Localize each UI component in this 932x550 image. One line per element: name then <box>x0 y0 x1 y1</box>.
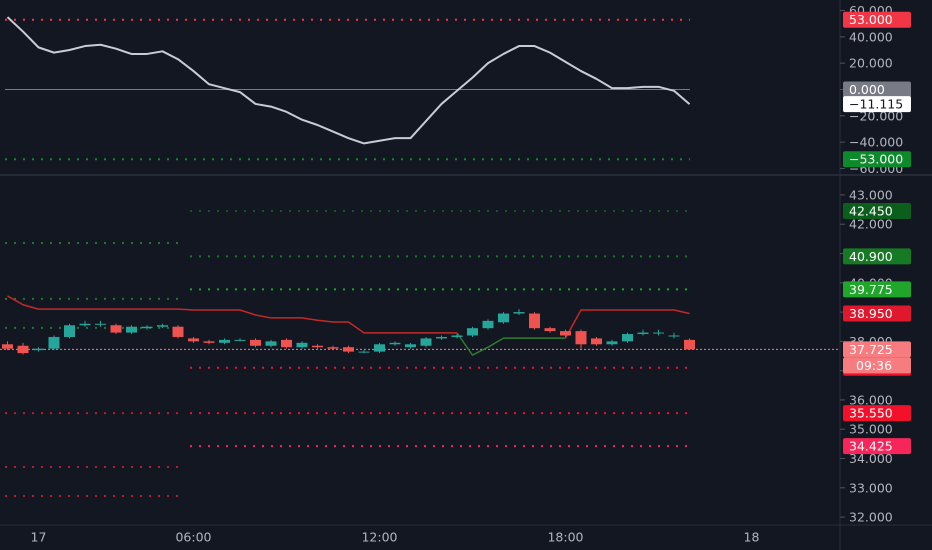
candle-body <box>405 344 416 348</box>
candle-body <box>157 325 168 327</box>
level-label: 53.000 <box>849 12 893 27</box>
candle-body <box>482 320 494 329</box>
x-tick-label: 18:00 <box>547 530 583 545</box>
y-tick-label: −40.000 <box>849 135 903 150</box>
candle-body <box>374 344 385 352</box>
y-tick-label: 35.000 <box>849 422 893 437</box>
candle-body <box>219 339 230 343</box>
y-tick-label: 20.000 <box>849 56 893 71</box>
level-label-box <box>843 248 911 265</box>
level-label-box <box>843 81 911 98</box>
candle-body <box>436 336 447 339</box>
level-label: 39.775 <box>849 282 893 297</box>
y-tick-label: 32.000 <box>849 510 893 525</box>
candle-body <box>389 342 401 345</box>
candle-body <box>544 328 556 332</box>
level-label: 34.425 <box>849 439 893 454</box>
countdown-box <box>843 357 911 374</box>
candle-body <box>33 348 44 351</box>
current-price-label: 37.725 <box>849 342 893 357</box>
indicator-line <box>456 332 566 356</box>
y-tick-label: 43.000 <box>849 187 893 202</box>
candle-body <box>281 339 292 348</box>
candle-body <box>467 328 478 336</box>
candle-body <box>451 335 463 337</box>
candle-body <box>684 339 695 350</box>
level-label-box <box>843 281 911 298</box>
candle-body <box>327 347 339 349</box>
candle-body <box>343 347 354 352</box>
x-tick-label: 17 <box>31 530 47 545</box>
candle-body <box>250 339 261 346</box>
current-price-label-box <box>843 341 911 358</box>
candle-body <box>203 341 215 343</box>
level-label: 40.900 <box>849 249 893 264</box>
candle-body <box>265 341 277 346</box>
level-label: 0.000 <box>849 82 885 97</box>
candle-body <box>188 338 199 342</box>
candle-body <box>64 325 75 337</box>
x-tick-label: 12:00 <box>361 530 397 545</box>
candle-body <box>358 351 370 353</box>
candle-body <box>560 331 571 336</box>
candle-body <box>498 313 509 323</box>
candle-body <box>591 338 602 345</box>
y-tick-label: 34.000 <box>849 451 893 466</box>
y-tick-label: 36.000 <box>849 392 893 407</box>
candle-body <box>529 313 540 329</box>
series-value-label: 38.950 <box>849 306 893 321</box>
candle-body <box>575 331 587 345</box>
level-label: −53.000 <box>849 152 903 167</box>
candle-body <box>296 342 308 348</box>
candle-body <box>234 339 246 341</box>
level-label-box <box>843 11 911 28</box>
candle-body <box>420 338 432 346</box>
candle-body <box>513 312 525 314</box>
level-label: 35.550 <box>849 406 893 421</box>
series-value-label-box <box>843 305 911 322</box>
candle-body <box>172 326 184 337</box>
indicator-line <box>7 295 690 339</box>
y-tick-label: 40.000 <box>849 29 893 44</box>
candle-body <box>668 335 680 337</box>
level-label-box <box>843 405 911 422</box>
candle-body <box>95 323 106 325</box>
candle-body <box>141 326 153 329</box>
candle-body <box>637 332 649 335</box>
y-tick-label: 33.000 <box>849 480 893 495</box>
candle-body <box>653 332 664 334</box>
level-label: 42.450 <box>849 204 893 219</box>
candle-body <box>126 326 137 333</box>
x-tick-label: 06:00 <box>175 530 211 545</box>
x-tick-label: 18 <box>744 530 760 545</box>
oscillator-line <box>6 16 691 145</box>
level-label-box <box>843 203 911 220</box>
last-value-label: −11.115 <box>849 97 903 112</box>
level-label-box <box>843 151 911 168</box>
candle-body <box>110 325 122 333</box>
candle-body <box>606 341 618 345</box>
candle-body <box>622 334 633 342</box>
last-value-label-box <box>843 96 911 113</box>
candle-body <box>79 323 91 326</box>
candle-body <box>2 344 13 349</box>
candle-body <box>48 336 60 349</box>
y-tick-label: 42.000 <box>849 217 893 232</box>
level-label-box <box>843 438 911 455</box>
candle-body <box>312 345 323 348</box>
countdown: 09:36 <box>856 358 892 373</box>
candle-body <box>17 345 29 354</box>
